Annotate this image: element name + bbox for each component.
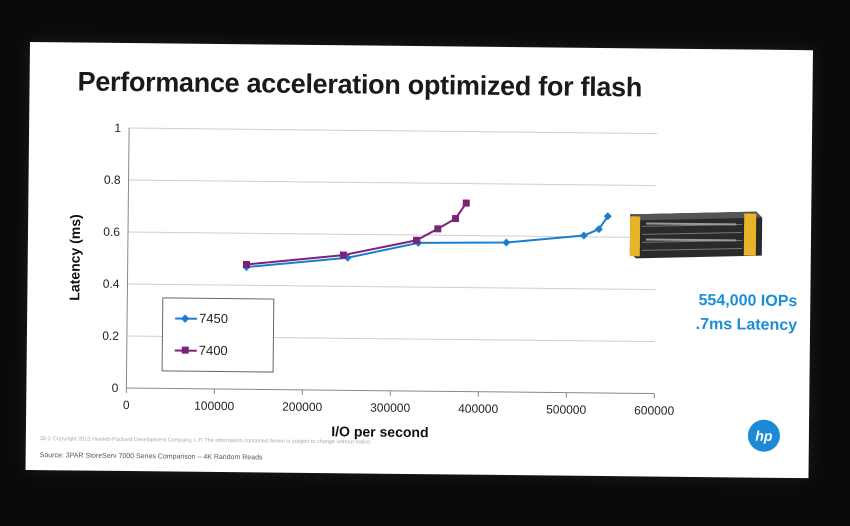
series-line — [246, 215, 609, 269]
storage-array-image — [629, 211, 763, 259]
data-point — [242, 260, 251, 269]
y-tick-label: 0 — [112, 381, 119, 395]
chart-legend: 7450 7400 — [161, 297, 275, 373]
iops-callout: 554,000 IOPs — [698, 292, 798, 311]
presentation-slide: Performance acceleration optimized for f… — [25, 42, 813, 479]
gridline — [127, 283, 656, 291]
data-point — [502, 238, 511, 247]
diamond-marker-icon — [175, 313, 198, 323]
data-point — [434, 225, 442, 233]
x-tick-label: 400000 — [458, 402, 499, 416]
x-tick-label: 0 — [123, 398, 130, 412]
x-tick-labels: 0 100000 200000 300000 400000 500000 600000 — [123, 398, 675, 418]
y-tick-label: 0.8 — [104, 173, 121, 187]
series-7400 — [242, 199, 470, 269]
gridline — [129, 127, 658, 135]
series-7450 — [242, 212, 612, 272]
performance-callout: 554,000 IOPs .7ms Latency — [627, 288, 798, 338]
x-tick-label: 200000 — [282, 400, 323, 414]
data-point — [462, 199, 470, 207]
legend-label: 7450 — [199, 310, 229, 327]
legend-label: 7400 — [198, 342, 228, 359]
hp-logo: hp — [747, 419, 781, 452]
x-tick-label: 500000 — [546, 402, 587, 416]
y-tick-label: 0.2 — [102, 329, 119, 343]
data-point — [603, 212, 612, 221]
y-tick-label: 0.4 — [103, 277, 120, 291]
data-point — [339, 251, 347, 259]
gridline — [128, 179, 657, 187]
data-point — [579, 231, 588, 240]
data-point — [594, 225, 603, 234]
x-axis-label: I/O per second — [331, 423, 428, 440]
chart-series — [242, 199, 612, 272]
y-axis-line — [125, 128, 130, 389]
y-tick-labels: 0 0.2 0.4 0.6 0.8 1 — [102, 121, 121, 395]
latency-chart: 0 0.2 0.4 0.6 0.8 1 0 100000 200000 300000 400000… — [66, 121, 675, 440]
legend-item-7450: 7450 — [175, 310, 229, 327]
x-tick-label: 600000 — [634, 403, 675, 417]
data-point — [413, 236, 421, 244]
square-marker-icon — [174, 345, 197, 355]
legend-item-7400: 7400 — [174, 342, 228, 359]
y-tick-label: 0.6 — [103, 225, 120, 239]
x-tick-label: 300000 — [370, 401, 411, 415]
data-point — [451, 215, 460, 223]
y-tick-label: 1 — [114, 121, 121, 135]
y-axis-label: Latency (ms) — [66, 214, 83, 301]
x-tick-label: 100000 — [194, 399, 235, 413]
latency-callout: .7ms Latency — [695, 315, 798, 335]
